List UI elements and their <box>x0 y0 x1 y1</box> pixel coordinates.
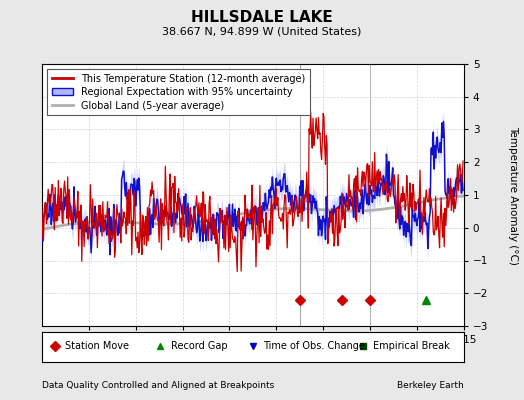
Text: Berkeley Earth: Berkeley Earth <box>397 381 464 390</box>
Legend: This Temperature Station (12-month average), Regional Expectation with 95% uncer: This Temperature Station (12-month avera… <box>47 69 310 115</box>
Text: Time of Obs. Change: Time of Obs. Change <box>264 341 365 351</box>
Text: Empirical Break: Empirical Break <box>373 341 450 351</box>
Text: Record Gap: Record Gap <box>171 341 227 351</box>
Text: Data Quality Controlled and Aligned at Breakpoints: Data Quality Controlled and Aligned at B… <box>42 381 274 390</box>
Text: Station Move: Station Move <box>65 341 129 351</box>
Text: HILLSDALE LAKE: HILLSDALE LAKE <box>191 10 333 25</box>
Y-axis label: Temperature Anomaly (°C): Temperature Anomaly (°C) <box>508 126 518 264</box>
Text: 38.667 N, 94.899 W (United States): 38.667 N, 94.899 W (United States) <box>162 26 362 36</box>
